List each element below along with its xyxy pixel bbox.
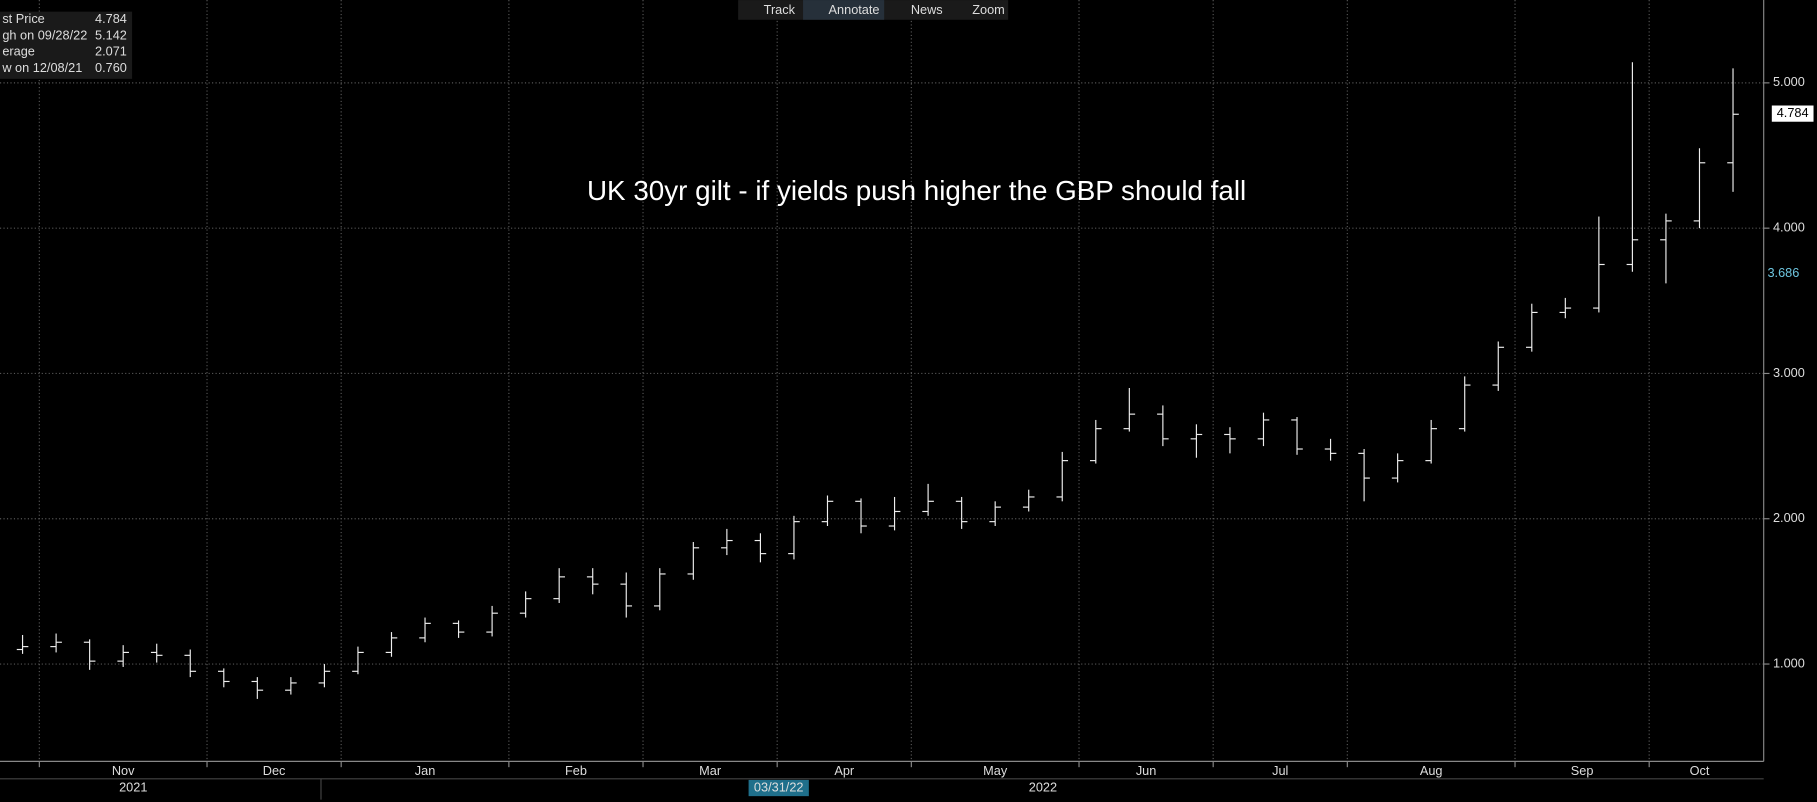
x-tick-label: Feb (565, 763, 587, 778)
x-tick-label: Jul (1272, 763, 1288, 778)
price-marker: 3.686 (1767, 265, 1799, 280)
x-tick-label: Dec (263, 763, 286, 778)
legend-label: w on 12/08/21 (1, 60, 82, 75)
legend-value: 5.142 (95, 27, 127, 42)
year-label: 2022 (1029, 779, 1057, 794)
x-tick-label: Mar (699, 763, 722, 778)
toolbar-button[interactable]: Track (764, 2, 796, 17)
cursor-date: 03/31/22 (754, 779, 804, 794)
y-tick-label: 2.000 (1773, 510, 1805, 525)
x-tick-label: Jun (1136, 763, 1157, 778)
x-tick-label: Nov (112, 763, 135, 778)
toolbar-button[interactable]: Annotate (829, 2, 880, 17)
legend-value: 2.071 (95, 44, 127, 59)
legend-label: erage (2, 44, 35, 59)
price-marker: 4.784 (1777, 105, 1809, 120)
x-tick-label: Apr (834, 763, 855, 778)
legend-label: gh on 09/28/22 (2, 27, 87, 42)
x-tick-label: Aug (1420, 763, 1443, 778)
legend-label: st Price (2, 11, 44, 26)
cursor-date-bg (748, 779, 809, 797)
x-tick-label: Jan (415, 763, 436, 778)
legend-value: 4.784 (95, 11, 127, 26)
price-marker-bg (1764, 265, 1802, 282)
toolbar: Track Annotate News Zoom (738, 0, 1009, 20)
annotation: UK 30yr gilt - if yields push higher the… (587, 175, 1246, 206)
toolbar-button[interactable]: News (911, 2, 943, 17)
x-tick-label: Sep (1571, 763, 1594, 778)
y-tick-label: 1.000 (1773, 655, 1805, 670)
price-marker-bg (1771, 105, 1814, 122)
year-label: 2021 (119, 779, 147, 794)
x-tick-label: May (983, 763, 1008, 778)
toolbar-active (803, 0, 885, 20)
legend-box: st Price 4.784 gh on 09/28/22 5.142 erag… (0, 11, 133, 79)
y-tick-label: 5.000 (1773, 74, 1805, 89)
legend-bg (0, 11, 133, 79)
x-tick-label: Oct (1690, 763, 1710, 778)
legend-value: 0.760 (95, 60, 127, 75)
toolbar-button[interactable]: Zoom (972, 2, 1005, 17)
y-tick-label: 4.000 (1773, 220, 1805, 235)
y-tick-label: 3.000 (1773, 365, 1805, 380)
